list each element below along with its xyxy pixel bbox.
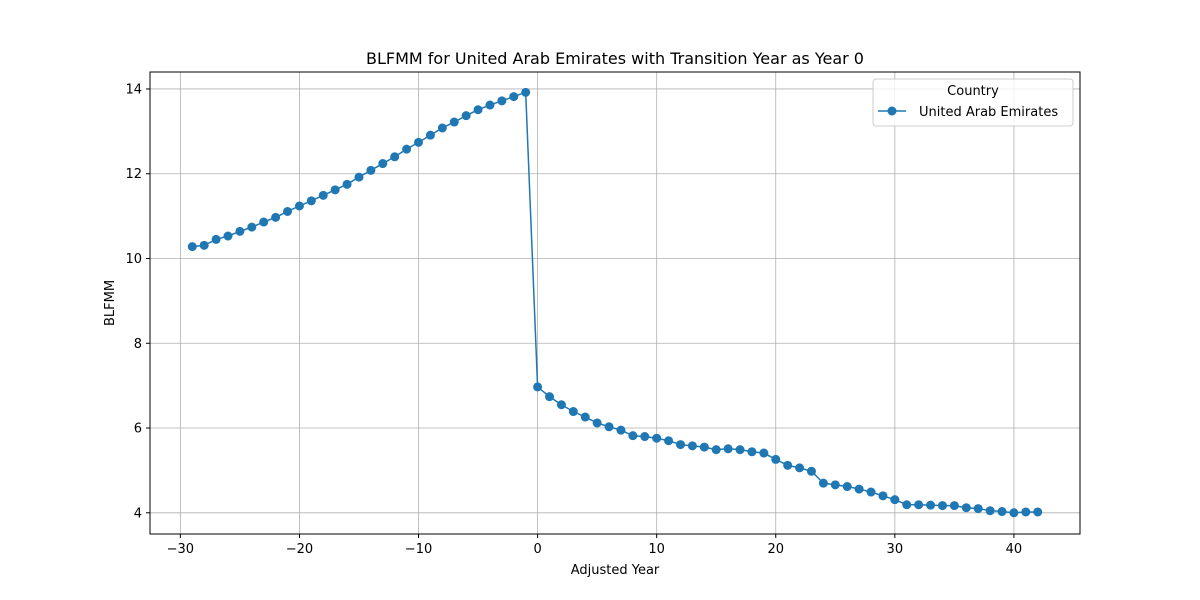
data-point <box>699 442 709 452</box>
data-point <box>521 87 531 97</box>
data-point <box>771 454 781 464</box>
data-point <box>580 412 590 422</box>
legend-marker-icon <box>887 106 897 116</box>
data-point <box>390 152 400 162</box>
y-tick-label: 4 <box>134 506 142 521</box>
data-point <box>533 382 543 392</box>
data-point <box>640 432 650 442</box>
data-point <box>735 445 745 455</box>
chart-title: BLFMM for United Arab Emirates with Tran… <box>366 49 864 68</box>
data-point <box>664 436 674 446</box>
data-point <box>902 500 912 510</box>
data-point <box>1009 508 1019 518</box>
data-point <box>199 240 209 250</box>
data-point <box>592 418 602 428</box>
y-tick-label: 14 <box>125 82 142 97</box>
y-axis: 4 6 8 10 12 14 <box>125 82 150 521</box>
data-point <box>806 466 816 476</box>
data-point <box>759 448 769 458</box>
x-tick-label: 40 <box>1006 542 1023 557</box>
data-point <box>425 130 435 140</box>
plot-frame <box>149 71 1081 535</box>
data-point <box>283 206 293 216</box>
data-point <box>485 100 495 110</box>
data-point <box>961 503 971 513</box>
x-tick-label: 10 <box>648 542 665 557</box>
data-point <box>747 447 757 457</box>
x-tick-label: −10 <box>405 542 432 557</box>
data-point <box>211 234 221 244</box>
data-point <box>866 487 876 497</box>
legend-title: Country <box>947 84 999 99</box>
x-axis: −30 −20 −10 0 10 20 30 40 <box>167 534 1023 557</box>
x-tick-label: 20 <box>767 542 784 557</box>
data-point <box>973 504 983 514</box>
data-point <box>687 441 697 451</box>
data-point <box>414 137 424 147</box>
data-point <box>247 222 257 232</box>
data-point <box>354 172 364 182</box>
data-point <box>914 500 924 510</box>
data-point <box>926 500 936 510</box>
y-tick-label: 6 <box>134 422 142 437</box>
x-tick-label: −20 <box>286 542 313 557</box>
data-point <box>461 111 471 121</box>
data-point <box>378 159 388 169</box>
x-tick-label: 0 <box>533 542 541 557</box>
data-point <box>330 185 340 195</box>
data-point <box>223 231 233 241</box>
legend: Country United Arab Emirates <box>872 78 1074 127</box>
data-point <box>509 92 519 102</box>
data-point <box>473 105 483 115</box>
data-point <box>675 440 685 450</box>
y-tick-label: 8 <box>134 337 142 352</box>
data-point <box>294 201 304 211</box>
data-point <box>949 501 959 511</box>
data-point <box>997 507 1007 517</box>
data-point <box>628 431 638 441</box>
data-point <box>842 482 852 492</box>
data-point <box>187 242 197 252</box>
data-point <box>318 190 328 200</box>
x-tick-label: 30 <box>887 542 904 557</box>
data-point <box>818 478 828 488</box>
data-point <box>890 495 900 505</box>
data-point <box>259 217 269 227</box>
data-point <box>1021 507 1031 517</box>
data-point <box>652 433 662 443</box>
y-tick-label: 12 <box>125 167 142 182</box>
data-point <box>985 506 995 516</box>
data-point <box>306 196 316 206</box>
data-point <box>437 123 447 133</box>
data-point <box>271 212 281 222</box>
data-point <box>616 425 626 435</box>
series-layer <box>187 87 1043 518</box>
legend-box <box>872 78 1074 127</box>
data-point <box>878 491 888 501</box>
y-tick-label: 10 <box>125 252 142 267</box>
data-point <box>449 117 459 127</box>
y-axis-label: BLFMM <box>103 280 118 326</box>
data-point <box>402 144 412 154</box>
data-point <box>854 484 864 494</box>
data-point <box>366 165 376 175</box>
data-point <box>937 501 947 511</box>
legend-entry-label: United Arab Emirates <box>919 105 1058 120</box>
data-point <box>604 422 614 432</box>
data-point <box>568 407 578 417</box>
data-point <box>711 445 721 455</box>
data-point <box>783 460 793 470</box>
data-point <box>497 96 507 106</box>
data-point <box>342 179 352 189</box>
data-point <box>723 444 733 454</box>
data-point <box>795 463 805 473</box>
data-point <box>545 392 555 402</box>
x-tick-label: −30 <box>167 542 194 557</box>
data-point <box>235 226 245 236</box>
data-point <box>830 480 840 490</box>
x-axis-label: Adjusted Year <box>571 563 660 578</box>
data-point <box>556 400 566 410</box>
data-point <box>1033 507 1043 517</box>
